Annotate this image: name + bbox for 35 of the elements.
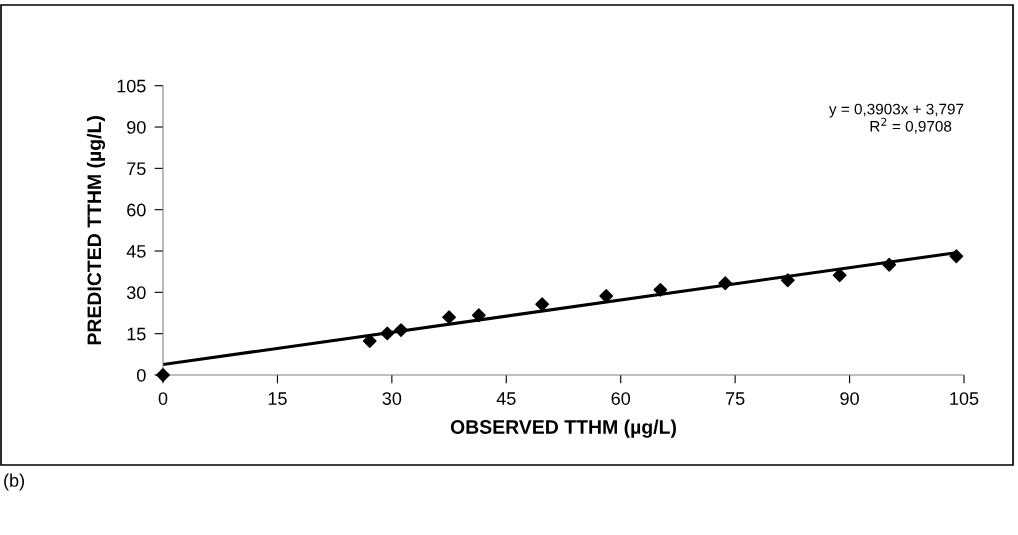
point (949, 249, 964, 264)
y-tick-label: 15 (127, 327, 146, 341)
y-axis-title: PREDICTED TTHM (µg/L) (86, 116, 106, 345)
x-tick-label: 0 (158, 392, 168, 405)
point (156, 368, 170, 382)
annotation: y = 0,3903x + 3,797 (828, 103, 964, 118)
point (780, 273, 795, 288)
y-tick-label: 90 (127, 120, 146, 134)
point (599, 289, 614, 303)
x-tick-label: 15 (268, 392, 287, 405)
point (362, 334, 377, 349)
x-tick-label: 105 (950, 392, 979, 405)
y-tick-label: 60 (127, 203, 146, 217)
point (442, 310, 456, 325)
x-tick-label: 30 (382, 392, 402, 405)
x-tick-label: 60 (611, 392, 631, 405)
point (535, 297, 550, 312)
point (882, 257, 897, 272)
point (471, 308, 486, 323)
y-tick-label: 105 (117, 79, 146, 93)
y-tick-label: 75 (127, 162, 146, 176)
point (718, 276, 733, 291)
y-tick-label: 0 (137, 368, 146, 382)
x-axis-title: OBSERVED TTHM (µg/L) (450, 419, 676, 438)
annotation: R$^{2}$ = 0,9708 (870, 117, 952, 134)
point (380, 326, 395, 341)
y-tick-label: 30 (126, 286, 146, 300)
point (394, 323, 408, 337)
x-tick-label: 45 (496, 392, 516, 405)
point (832, 268, 847, 283)
text: (b) (4, 473, 24, 491)
x-tick-label: 90 (840, 392, 859, 405)
point (653, 282, 668, 297)
y-tick-label: 45 (126, 245, 146, 258)
x-tick-label: 75 (726, 392, 745, 405)
